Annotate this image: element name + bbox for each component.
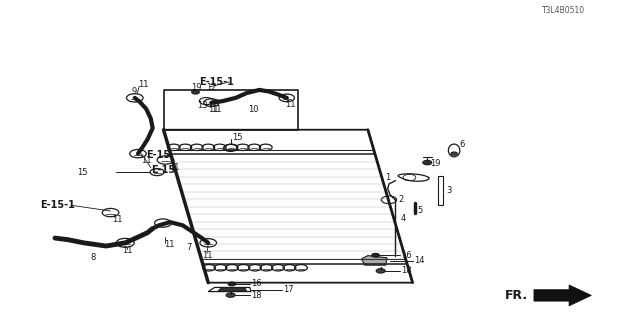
Circle shape bbox=[451, 152, 458, 155]
Circle shape bbox=[191, 90, 199, 94]
Text: E-15: E-15 bbox=[147, 150, 170, 160]
Text: 11: 11 bbox=[164, 240, 175, 249]
Text: FR.: FR. bbox=[505, 289, 529, 302]
Text: 19: 19 bbox=[430, 159, 440, 168]
Text: E-15-1: E-15-1 bbox=[40, 200, 75, 210]
Text: 5: 5 bbox=[417, 206, 422, 215]
Text: 3: 3 bbox=[446, 186, 451, 195]
Text: 4: 4 bbox=[401, 214, 406, 223]
Text: 11: 11 bbox=[202, 251, 213, 260]
Text: 6: 6 bbox=[460, 140, 465, 149]
Text: 8: 8 bbox=[90, 253, 95, 262]
Polygon shape bbox=[534, 285, 591, 306]
Text: 9: 9 bbox=[132, 87, 137, 96]
Text: 11: 11 bbox=[122, 246, 132, 255]
Polygon shape bbox=[438, 176, 444, 204]
Polygon shape bbox=[362, 256, 387, 265]
Text: 18: 18 bbox=[401, 266, 412, 276]
Text: 11: 11 bbox=[170, 163, 180, 172]
Text: 1: 1 bbox=[385, 173, 390, 182]
Text: E-15: E-15 bbox=[151, 164, 175, 174]
Text: E-15-1: E-15-1 bbox=[198, 77, 234, 87]
Text: 13: 13 bbox=[197, 101, 208, 110]
Text: 14: 14 bbox=[414, 257, 424, 266]
Text: 11: 11 bbox=[211, 106, 222, 115]
Text: 11: 11 bbox=[208, 105, 219, 114]
Text: 7: 7 bbox=[186, 243, 191, 252]
Text: 17: 17 bbox=[283, 285, 294, 294]
Polygon shape bbox=[218, 288, 246, 291]
Text: 11: 11 bbox=[113, 215, 123, 224]
Circle shape bbox=[372, 253, 380, 257]
Circle shape bbox=[228, 282, 236, 286]
Circle shape bbox=[376, 269, 385, 273]
Text: 15: 15 bbox=[232, 133, 243, 142]
Text: 16: 16 bbox=[401, 251, 412, 260]
Text: 15: 15 bbox=[77, 168, 88, 177]
Text: 11: 11 bbox=[141, 156, 152, 164]
Text: 11: 11 bbox=[138, 80, 148, 89]
Text: T3L4B0510: T3L4B0510 bbox=[542, 6, 585, 15]
Text: 2: 2 bbox=[398, 195, 403, 204]
Text: 12: 12 bbox=[206, 83, 217, 92]
Text: 11: 11 bbox=[285, 100, 296, 109]
Text: 18: 18 bbox=[251, 291, 262, 300]
Circle shape bbox=[423, 160, 432, 165]
Circle shape bbox=[226, 293, 235, 297]
Text: 10: 10 bbox=[248, 105, 259, 114]
Text: 19: 19 bbox=[191, 83, 202, 92]
Text: 16: 16 bbox=[251, 279, 262, 288]
